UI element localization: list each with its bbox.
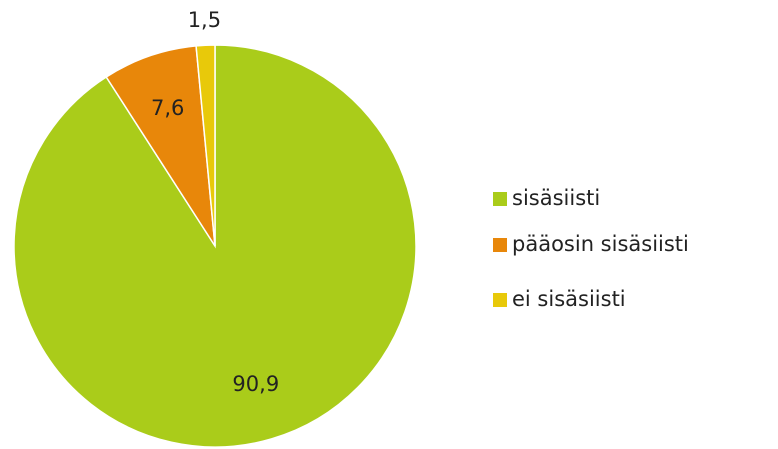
legend-label: ei sisäsiisti (512, 287, 626, 311)
legend-swatch (493, 238, 507, 252)
legend-swatch (493, 293, 507, 307)
data-label: 7,6 (151, 96, 184, 120)
data-label: 1,5 (188, 8, 221, 32)
legend-label: pääosin sisäsiisti (512, 232, 689, 256)
pie-slice (195, 44, 216, 247)
legend-swatch (493, 192, 507, 206)
data-label: 90,9 (232, 372, 279, 396)
pie-slice (105, 45, 216, 247)
legend-label: sisäsiisti (512, 186, 600, 210)
